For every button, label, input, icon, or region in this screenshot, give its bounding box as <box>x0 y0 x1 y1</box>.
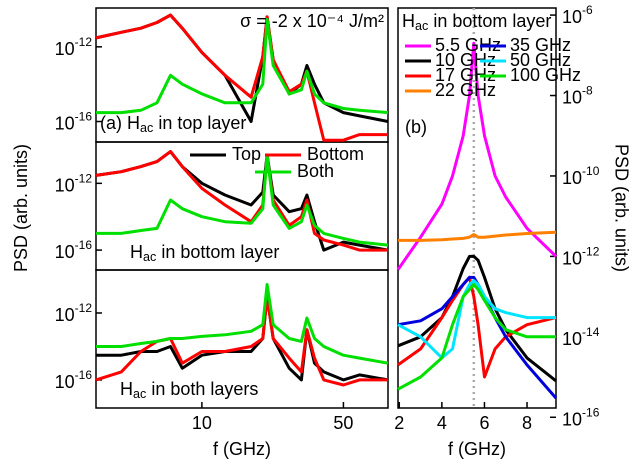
series-line <box>96 294 389 382</box>
legend-title: Hac in bottom layer <box>402 11 551 34</box>
y-tick-label: 10-16 <box>55 110 93 134</box>
legend-label: 50 GHz <box>510 50 571 70</box>
legend-label: 17 GHz <box>435 65 496 85</box>
series-line <box>96 17 389 115</box>
legend-label: Both <box>297 161 334 181</box>
y-tick-label: 10-16 <box>562 405 600 429</box>
annotation: σ = -2 x 10⁻⁴ J/m² <box>240 11 384 31</box>
legend-label: Bottom <box>307 144 364 164</box>
x-tick-label: 4 <box>437 413 447 433</box>
panel-label: Hac in both layers <box>120 379 258 402</box>
panel-label: (b) <box>405 117 427 137</box>
y-tick-label: 10-6 <box>562 3 593 27</box>
y-axis-label: PSD (arb. units) <box>611 144 631 272</box>
frame <box>95 269 389 409</box>
y-tick-label: 10-12 <box>55 301 93 325</box>
x-tick-label: 50 <box>333 413 353 433</box>
y-axis-label: PSD (arb. units) <box>11 144 31 272</box>
panel-label: (a) Hac in top layer <box>100 113 246 136</box>
legend-label: 5.5 GHz <box>435 35 501 55</box>
x-tick-label: 2 <box>394 413 404 433</box>
y-tick-label: 10-16 <box>55 368 93 392</box>
legend-label: 35 GHz <box>510 35 571 55</box>
x-axis-label: f (GHz) <box>213 439 271 459</box>
legend-label: 10 GHz <box>435 50 496 70</box>
series-line <box>96 153 389 247</box>
legend-label: 22 GHz <box>435 80 496 100</box>
x-tick-label: 10 <box>192 413 212 433</box>
y-tick-label: 10-12 <box>55 35 93 59</box>
series-line <box>396 41 558 271</box>
y-tick-label: 10-14 <box>562 325 600 349</box>
y-tick-label: 10-10 <box>562 164 600 188</box>
y-tick-label: 10-16 <box>55 238 93 262</box>
y-tick-label: 10-12 <box>55 172 93 196</box>
series-line <box>398 230 557 242</box>
series-line <box>397 283 556 391</box>
series-line <box>96 283 389 365</box>
x-axis-label: f (GHz) <box>448 439 506 459</box>
y-tick-label: 10-12 <box>562 245 600 269</box>
panel-label: Hac in bottom layer <box>130 242 279 265</box>
legend-label: 100 GHz <box>510 65 581 85</box>
x-tick-label: 6 <box>479 413 489 433</box>
series-line <box>95 294 388 387</box>
frame <box>397 7 557 409</box>
series-line <box>397 275 558 400</box>
x-tick-label: 8 <box>522 413 532 433</box>
y-tick-label: 10-8 <box>562 84 593 108</box>
legend-label: Top <box>232 144 261 164</box>
series-line <box>95 13 389 123</box>
